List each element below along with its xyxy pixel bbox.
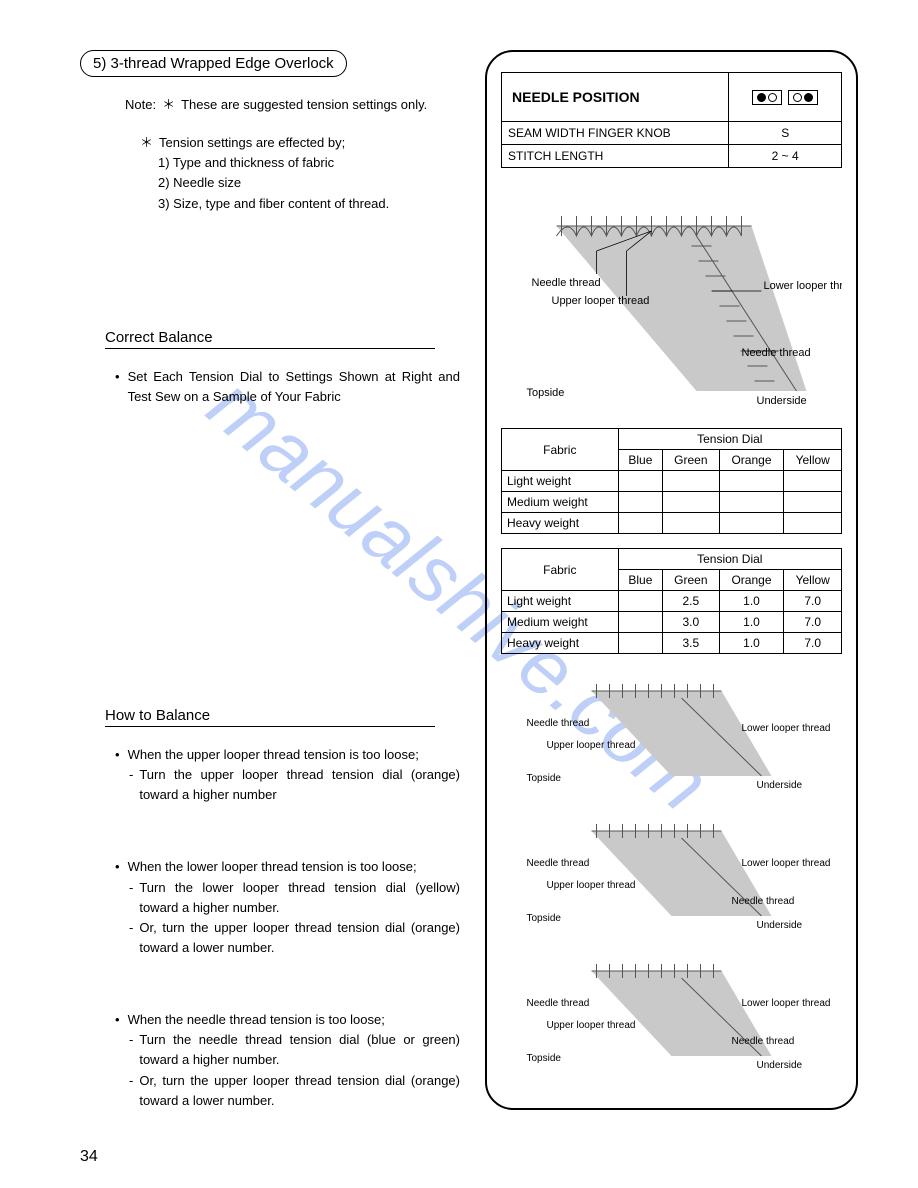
- table-row: Heavy weight: [502, 513, 842, 534]
- label-underside: Underside: [757, 920, 803, 931]
- dash-icon: -: [129, 765, 133, 805]
- factor-item: 3) Size, type and fiber content of threa…: [158, 194, 460, 214]
- label-needle-thread: Needle thread: [527, 858, 590, 869]
- table-row: Heavy weight 3.51.07.0: [502, 633, 842, 654]
- label-upper-looper: Upper looper thread: [547, 880, 636, 891]
- factor-item: 1) Type and thickness of fabric: [158, 153, 460, 173]
- stitch-diagram-main: Needle thread Upper looper thread Lower …: [501, 196, 842, 411]
- tension-table-values: Fabric Tension Dial Blue Green Orange Ye…: [501, 548, 842, 654]
- page-layout: 5) 3-thread Wrapped Edge Overlock Note: …: [80, 50, 858, 1111]
- fabric-header: Fabric: [502, 549, 619, 591]
- correct-balance-heading: Correct Balance: [105, 329, 435, 349]
- factor-item: 2) Needle size: [158, 173, 460, 193]
- label-topside: Topside: [527, 773, 562, 784]
- stitch-diagram-small: Needle thread Upper looper thread Lower …: [501, 956, 842, 1071]
- seam-width-value: S: [729, 122, 842, 145]
- right-column: NEEDLE POSITION SEAM WIDTH FINGER KNOB S…: [485, 50, 858, 1111]
- asterisk-icon: ＊: [162, 95, 175, 115]
- label-lower-looper: Lower looper thread: [742, 858, 831, 869]
- how-to-item: • When the needle thread tension is too …: [115, 1010, 460, 1111]
- table-row: Medium weight 3.01.07.0: [502, 612, 842, 633]
- label-needle-thread: Needle thread: [732, 1036, 795, 1047]
- table-row: Light weight 2.51.07.0: [502, 591, 842, 612]
- col-blue: Blue: [618, 570, 663, 591]
- label-upper-looper: Upper looper thread: [547, 740, 636, 751]
- how-to-sub: Turn the needle thread tension dial (blu…: [139, 1030, 460, 1070]
- needle-position-label: NEEDLE POSITION: [502, 73, 729, 122]
- section-title: 5) 3-thread Wrapped Edge Overlock: [80, 50, 347, 77]
- needle-icon: [752, 90, 782, 105]
- dash-icon: -: [129, 1030, 133, 1070]
- needle-icon: [788, 90, 818, 105]
- col-yellow: Yellow: [784, 570, 842, 591]
- how-to-balance-heading: How to Balance: [105, 707, 435, 727]
- col-green: Green: [663, 570, 719, 591]
- how-to-sub: Or, turn the upper looper thread tension…: [139, 1071, 460, 1111]
- label-upper-looper: Upper looper thread: [552, 295, 650, 307]
- label-needle-thread: Needle thread: [527, 718, 590, 729]
- col-blue: Blue: [618, 450, 663, 471]
- col-orange: Orange: [719, 570, 784, 591]
- asterisk-icon: ＊: [140, 133, 153, 153]
- right-panel: NEEDLE POSITION SEAM WIDTH FINGER KNOB S…: [485, 50, 858, 1110]
- page-number: 34: [80, 1148, 98, 1166]
- label-underside: Underside: [757, 395, 807, 407]
- table-row: Light weight: [502, 471, 842, 492]
- label-lower-looper: Lower looper thread: [742, 998, 831, 1009]
- seam-width-label: SEAM WIDTH FINGER KNOB: [502, 122, 729, 145]
- stitch-diagram-small: Needle thread Upper looper thread Lower …: [501, 676, 842, 791]
- stitch-diagram-small: Needle thread Upper looper thread Lower …: [501, 816, 842, 931]
- how-to-lead: When the needle thread tension is too lo…: [128, 1010, 385, 1030]
- label-underside: Underside: [757, 780, 803, 791]
- tension-table-empty: Fabric Tension Dial Blue Green Orange Ye…: [501, 428, 842, 534]
- note-label: Note:: [125, 95, 156, 115]
- col-yellow: Yellow: [784, 450, 842, 471]
- how-to-item: • When the lower looper thread tension i…: [115, 857, 460, 958]
- label-lower-looper: Lower looper thread: [742, 723, 831, 734]
- label-topside: Topside: [527, 1053, 562, 1064]
- note-text-1: These are suggested tension settings onl…: [181, 95, 427, 115]
- fabric-header: Fabric: [502, 429, 619, 471]
- label-topside: Topside: [527, 387, 565, 399]
- how-to-sub: Turn the lower looper thread tension dia…: [139, 878, 460, 918]
- label-needle-thread: Needle thread: [732, 896, 795, 907]
- label-needle-thread: Needle thread: [527, 998, 590, 1009]
- dash-icon: -: [129, 1071, 133, 1111]
- how-to-item: • When the upper looper thread tension i…: [115, 745, 460, 805]
- label-needle-thread: Needle thread: [532, 277, 601, 289]
- col-green: Green: [663, 450, 719, 471]
- label-underside: Underside: [757, 1060, 803, 1071]
- label-needle-thread: Needle thread: [742, 347, 811, 359]
- how-to-lead: When the lower looper thread tension is …: [128, 857, 417, 877]
- stitch-length-label: STITCH LENGTH: [502, 145, 729, 168]
- label-lower-looper: Lower looper thread: [764, 280, 843, 292]
- dash-icon: -: [129, 878, 133, 918]
- bullet-icon: •: [115, 745, 120, 765]
- tension-header: Tension Dial: [618, 429, 841, 450]
- label-topside: Topside: [527, 913, 562, 924]
- needle-position-icons: [729, 73, 842, 122]
- tension-header: Tension Dial: [618, 549, 841, 570]
- stitch-length-value: 2 ~ 4: [729, 145, 842, 168]
- note-block: Note: ＊ These are suggested tension sett…: [125, 95, 460, 115]
- how-to-sub: Or, turn the upper looper thread tension…: [139, 918, 460, 958]
- dash-icon: -: [129, 918, 133, 958]
- bullet-icon: •: [115, 367, 120, 407]
- needle-position-table: NEEDLE POSITION SEAM WIDTH FINGER KNOB S…: [501, 72, 842, 168]
- bullet-icon: •: [115, 1010, 120, 1030]
- bullet-icon: •: [115, 857, 120, 877]
- label-upper-looper: Upper looper thread: [547, 1020, 636, 1031]
- how-to-list: • When the upper looper thread tension i…: [115, 745, 460, 1111]
- table-row: Medium weight: [502, 492, 842, 513]
- col-orange: Orange: [719, 450, 784, 471]
- how-to-lead: When the upper looper thread tension is …: [128, 745, 419, 765]
- factors-block: ＊ Tension settings are effected by; 1) T…: [140, 133, 460, 214]
- note-text-2: Tension settings are effected by;: [159, 133, 345, 153]
- left-column: 5) 3-thread Wrapped Edge Overlock Note: …: [80, 50, 460, 1111]
- how-to-sub: Turn the upper looper thread tension dia…: [139, 765, 460, 805]
- correct-balance-text: Set Each Tension Dial to Settings Shown …: [128, 367, 460, 407]
- correct-balance-list: • Set Each Tension Dial to Settings Show…: [115, 367, 460, 407]
